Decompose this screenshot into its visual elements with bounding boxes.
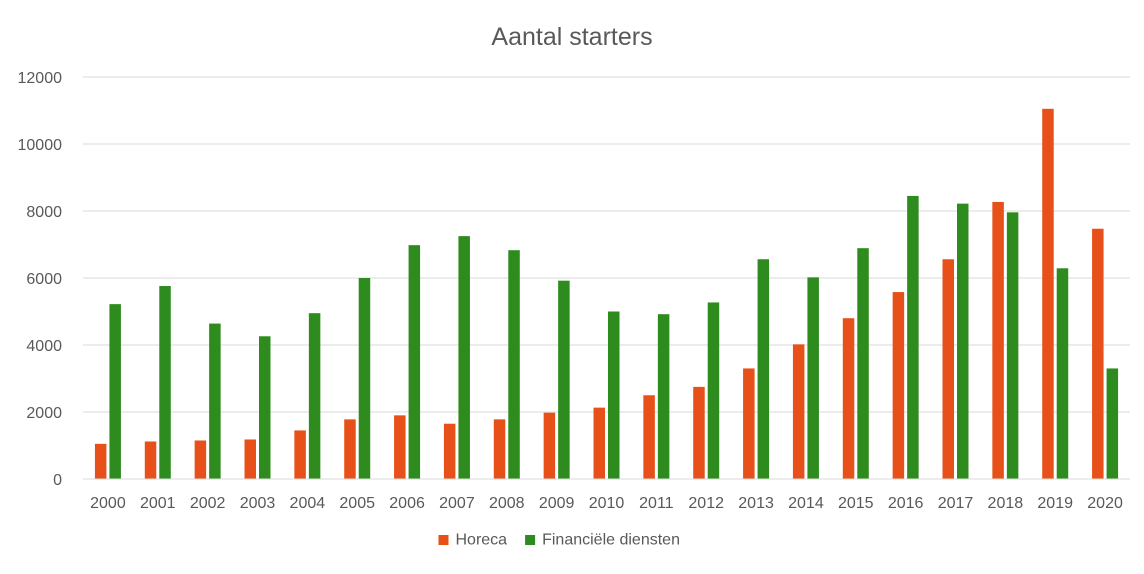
x-tick-label: 2017 <box>938 495 974 512</box>
bar-horeca <box>344 419 356 479</box>
bar-financiele-diensten <box>707 302 720 479</box>
x-axis-tick-labels: 2000 2001 2002 2003 2004 2005 2006 2007 2008 2009… <box>90 495 1123 512</box>
legend-swatch <box>525 535 536 545</box>
y-tick-label: 10000 <box>18 137 63 154</box>
bars <box>94 108 1119 480</box>
bar-horeca <box>394 415 406 479</box>
x-tick-label: 2020 <box>1087 495 1123 512</box>
bar-financiele-diensten <box>1006 212 1019 479</box>
bar-horeca <box>992 201 1004 479</box>
x-tick-label: 2000 <box>90 495 126 512</box>
bar-financiele-diensten <box>657 314 670 479</box>
bar-financiele-diensten <box>458 236 470 479</box>
bar-horeca <box>792 344 805 479</box>
x-tick-label: 2002 <box>190 495 226 512</box>
bar-horeca <box>543 412 556 479</box>
y-tick-label: 12000 <box>18 70 63 87</box>
y-tick-label: 6000 <box>26 271 62 288</box>
chart-title: Aantal starters <box>491 23 652 51</box>
bar-financiele-diensten <box>757 259 770 479</box>
x-tick-label: 2008 <box>489 495 525 512</box>
bar-horeca <box>942 259 954 479</box>
bar-financiele-diensten <box>109 304 121 479</box>
bar-financiele-diensten <box>259 336 271 479</box>
bar-financiele-diensten <box>209 323 221 479</box>
bar-horeca <box>493 419 506 479</box>
bar-horeca <box>1042 108 1054 479</box>
bar-financiele-diensten <box>608 311 620 479</box>
bar-financiele-diensten <box>408 245 421 479</box>
bar-financiele-diensten <box>308 313 321 479</box>
gridlines <box>83 76 1130 413</box>
bar-financiele-diensten <box>508 250 520 479</box>
bar-horeca <box>643 395 655 479</box>
bar-horeca <box>693 386 705 479</box>
bar-financiele-diensten <box>1056 268 1069 479</box>
bar-horeca <box>842 318 855 479</box>
bar-financiele-diensten <box>558 280 570 479</box>
y-tick-label: 4000 <box>26 338 62 355</box>
x-tick-label: 2014 <box>788 495 824 512</box>
x-tick-label: 2011 <box>639 495 674 512</box>
x-tick-label: 2015 <box>838 495 874 512</box>
bar-horeca <box>593 407 605 479</box>
x-tick-label: 2010 <box>589 495 625 512</box>
x-tick-label: 2012 <box>688 495 724 512</box>
bar-financiele-diensten <box>358 278 371 479</box>
bar-horeca <box>244 439 256 479</box>
y-tick-label: 8000 <box>26 204 62 221</box>
x-tick-label: 2018 <box>988 495 1024 512</box>
legend-label: Financiële diensten <box>542 532 680 549</box>
x-tick-label: 2009 <box>539 495 575 512</box>
y-tick-label: 2000 <box>26 405 62 422</box>
bar-horeca <box>743 368 755 479</box>
x-tick-label: 2004 <box>290 495 326 512</box>
bar-horeca <box>892 292 905 479</box>
bar-financiele-diensten <box>957 203 969 479</box>
legend-label: Horeca <box>456 532 508 549</box>
bar-financiele-diensten <box>159 286 171 479</box>
x-tick-label: 2007 <box>439 495 475 512</box>
legend-item: Horeca <box>438 532 508 549</box>
bar-financiele-diensten <box>1106 368 1119 479</box>
x-tick-label: 2013 <box>738 495 774 512</box>
bar-horeca <box>294 430 306 479</box>
x-tick-label: 2005 <box>339 495 375 512</box>
x-tick-label: 2001 <box>140 495 176 512</box>
bar-horeca <box>194 440 207 479</box>
bar-horeca <box>1092 228 1104 479</box>
legend: Horeca Financiële diensten <box>438 532 680 549</box>
x-tick-label: 2003 <box>240 495 276 512</box>
bar-financiele-diensten <box>857 248 869 479</box>
legend-item: Financiële diensten <box>525 532 680 549</box>
bar-horeca <box>144 441 157 479</box>
y-axis-tick-labels: 0 2000 4000 6000 8000 10000 12000 <box>18 70 63 489</box>
bar-financiele-diensten <box>907 195 919 480</box>
bar-horeca <box>443 423 456 479</box>
bar-financiele-diensten <box>807 277 819 479</box>
x-tick-label: 2006 <box>389 495 425 512</box>
x-tick-label: 2019 <box>1037 495 1073 512</box>
bar-horeca <box>94 443 107 479</box>
x-tick-label: 2016 <box>888 495 924 512</box>
y-tick-label: 0 <box>53 472 62 489</box>
legend-swatch <box>438 535 449 545</box>
